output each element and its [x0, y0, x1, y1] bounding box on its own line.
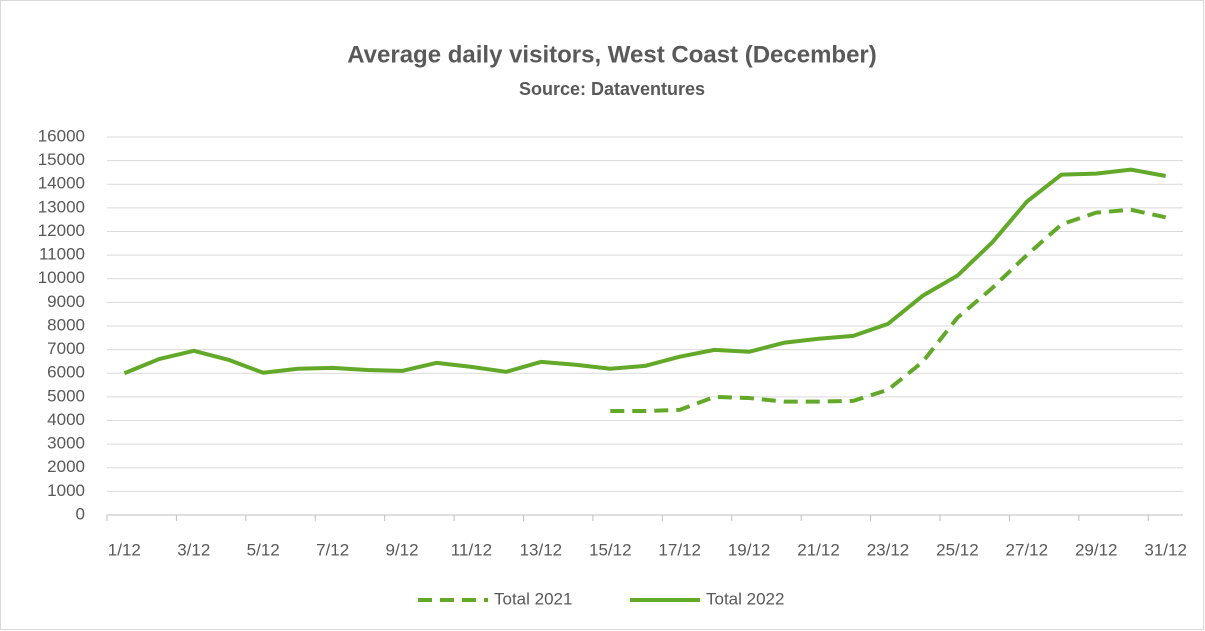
chart-title: Average daily visitors, West Coast (Dece… [347, 41, 877, 68]
legend-label: Total 2021 [494, 589, 572, 608]
x-tick-label: 21/12 [797, 540, 840, 559]
x-tick-label: 11/12 [451, 540, 492, 559]
x-tick-label: 19/12 [728, 540, 771, 559]
y-tick-label: 11000 [39, 245, 85, 264]
series-line [123, 167, 1167, 376]
y-tick-label: 13000 [38, 197, 85, 216]
y-tick-label: 9000 [47, 292, 85, 311]
y-tick-label: 12000 [38, 221, 85, 240]
x-tick-label: 25/12 [936, 540, 979, 559]
x-tick-label: 27/12 [1006, 540, 1049, 559]
y-tick-label: 0 [76, 504, 85, 523]
x-tick-label: 31/12 [1144, 540, 1187, 559]
x-tick-label: 7/12 [316, 540, 349, 559]
y-tick-label: 3000 [47, 434, 85, 453]
y-tick-label: 6000 [47, 363, 85, 382]
y-tick-label: 10000 [38, 268, 85, 287]
y-tick-label: 1000 [47, 481, 85, 500]
legend-label: Total 2022 [706, 589, 784, 608]
y-tick-label: 2000 [47, 457, 85, 476]
y-tick-label: 4000 [47, 410, 85, 429]
y-tick-label: 7000 [47, 339, 85, 358]
x-tick-label: 3/12 [177, 540, 210, 559]
y-tick-label: 15000 [38, 150, 85, 169]
x-tick-label: 9/12 [385, 540, 418, 559]
y-tick-label: 5000 [47, 386, 85, 405]
x-tick-label: 29/12 [1075, 540, 1118, 559]
y-tick-label: 14000 [38, 174, 85, 193]
x-tick-label: 1/12 [108, 540, 141, 559]
x-tick-label: 17/12 [658, 540, 701, 559]
x-tick-label: 5/12 [247, 540, 280, 559]
x-tick-label: 13/12 [520, 540, 563, 559]
x-tick-label: 23/12 [867, 540, 910, 559]
y-tick-label: 16000 [38, 126, 85, 145]
x-tick-label: 15/12 [589, 540, 632, 559]
chart-subtitle: Source: Dataventures [519, 79, 705, 99]
series-line [610, 207, 1167, 414]
y-tick-label: 8000 [47, 315, 85, 334]
